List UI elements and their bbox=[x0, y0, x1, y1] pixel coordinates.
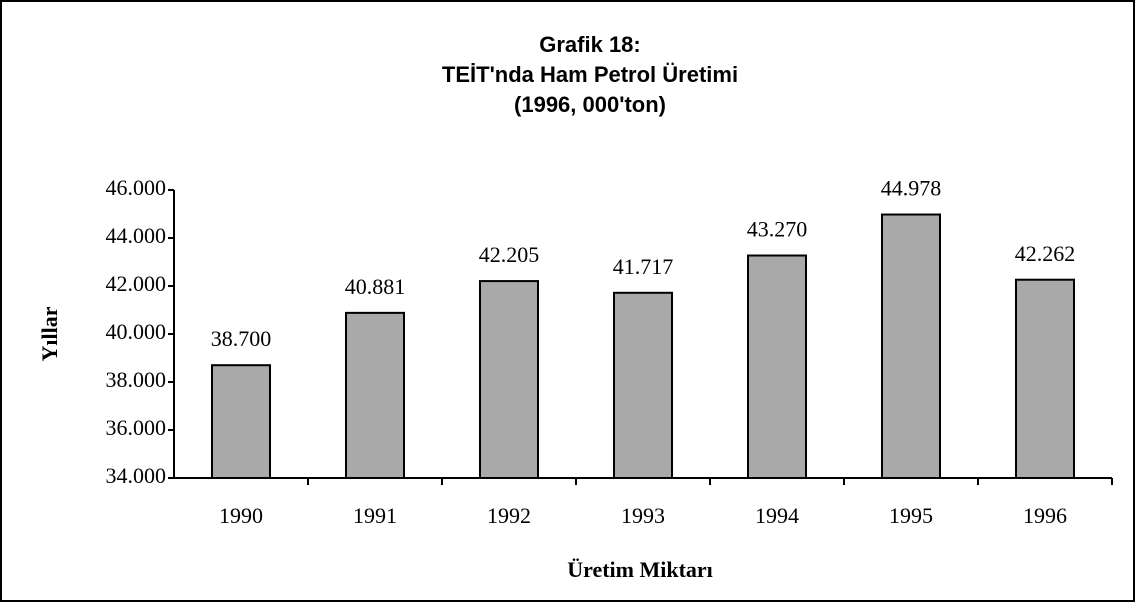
y-tick-label: 46.000 bbox=[106, 175, 167, 200]
x-axis-label: Üretim Miktarı bbox=[567, 557, 713, 582]
x-tick-label: 1992 bbox=[487, 503, 531, 528]
y-tick-label: 42.000 bbox=[106, 271, 167, 296]
x-tick-label: 1994 bbox=[755, 503, 799, 528]
y-tick-label: 40.000 bbox=[106, 319, 167, 344]
x-tick-label: 1990 bbox=[219, 503, 263, 528]
data-label: 44.978 bbox=[881, 176, 942, 201]
bar bbox=[479, 280, 539, 479]
x-tick-label: 1996 bbox=[1023, 503, 1067, 528]
data-label: 43.270 bbox=[747, 217, 808, 242]
bar bbox=[1015, 278, 1075, 479]
y-axis-label: Yıllar bbox=[37, 306, 62, 361]
bar bbox=[613, 291, 673, 479]
y-tick-label: 38.000 bbox=[106, 367, 167, 392]
y-tick-label: 34.000 bbox=[106, 463, 167, 488]
x-tick-label: 1995 bbox=[889, 503, 933, 528]
bar bbox=[881, 213, 941, 479]
x-tick-label: 1993 bbox=[621, 503, 665, 528]
data-label: 40.881 bbox=[345, 274, 406, 299]
chart-title: (1996, 000'ton) bbox=[514, 92, 666, 117]
data-label: 42.262 bbox=[1015, 241, 1076, 266]
y-tick-label: 44.000 bbox=[106, 223, 167, 248]
bar bbox=[747, 254, 807, 479]
bar bbox=[345, 311, 405, 479]
chart-title: Grafik 18: bbox=[539, 32, 641, 57]
data-label: 41.717 bbox=[613, 254, 674, 279]
data-label: 38.700 bbox=[211, 326, 272, 351]
bar bbox=[211, 364, 271, 480]
chart-title: TEİT'nda Ham Petrol Üretimi bbox=[442, 62, 738, 87]
x-tick-label: 1991 bbox=[353, 503, 397, 528]
y-tick-label: 36.000 bbox=[106, 415, 167, 440]
data-label: 42.205 bbox=[479, 242, 540, 267]
